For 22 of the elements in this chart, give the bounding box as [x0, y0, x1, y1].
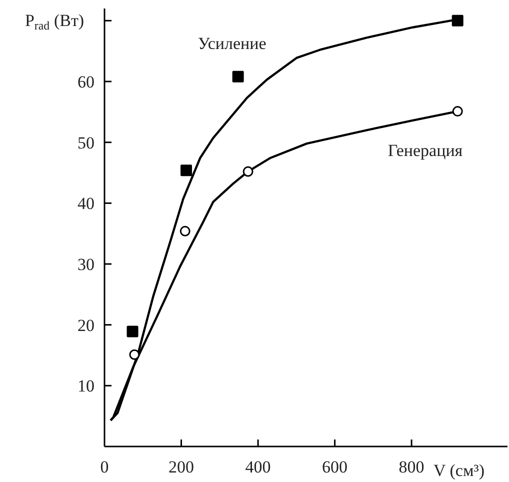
- x-tick-label: 0: [100, 458, 109, 476]
- y-tick-label: 60: [78, 72, 94, 92]
- point: [129, 349, 140, 360]
- point: [180, 164, 192, 176]
- y-tick-label: 30: [78, 255, 94, 274]
- point: [452, 106, 463, 117]
- y-tick-label: 40: [78, 194, 94, 214]
- point: [452, 14, 464, 26]
- series-label: Усиление: [198, 34, 266, 54]
- point: [180, 226, 190, 236]
- x-axis-title: V (см³): [434, 461, 484, 480]
- x-tick-label: 800: [398, 458, 424, 476]
- point: [242, 166, 254, 177]
- y-tick-label: 10: [78, 376, 94, 396]
- point: [232, 70, 244, 82]
- series-label: Генерация: [388, 140, 463, 160]
- x-tick-label: 400: [245, 458, 271, 476]
- y-tick-label: 20: [78, 316, 94, 335]
- x-tick-label: 200: [168, 458, 194, 476]
- point: [126, 326, 138, 338]
- y-tick-label: 50: [78, 133, 94, 152]
- x-tick-label: 600: [322, 458, 348, 476]
